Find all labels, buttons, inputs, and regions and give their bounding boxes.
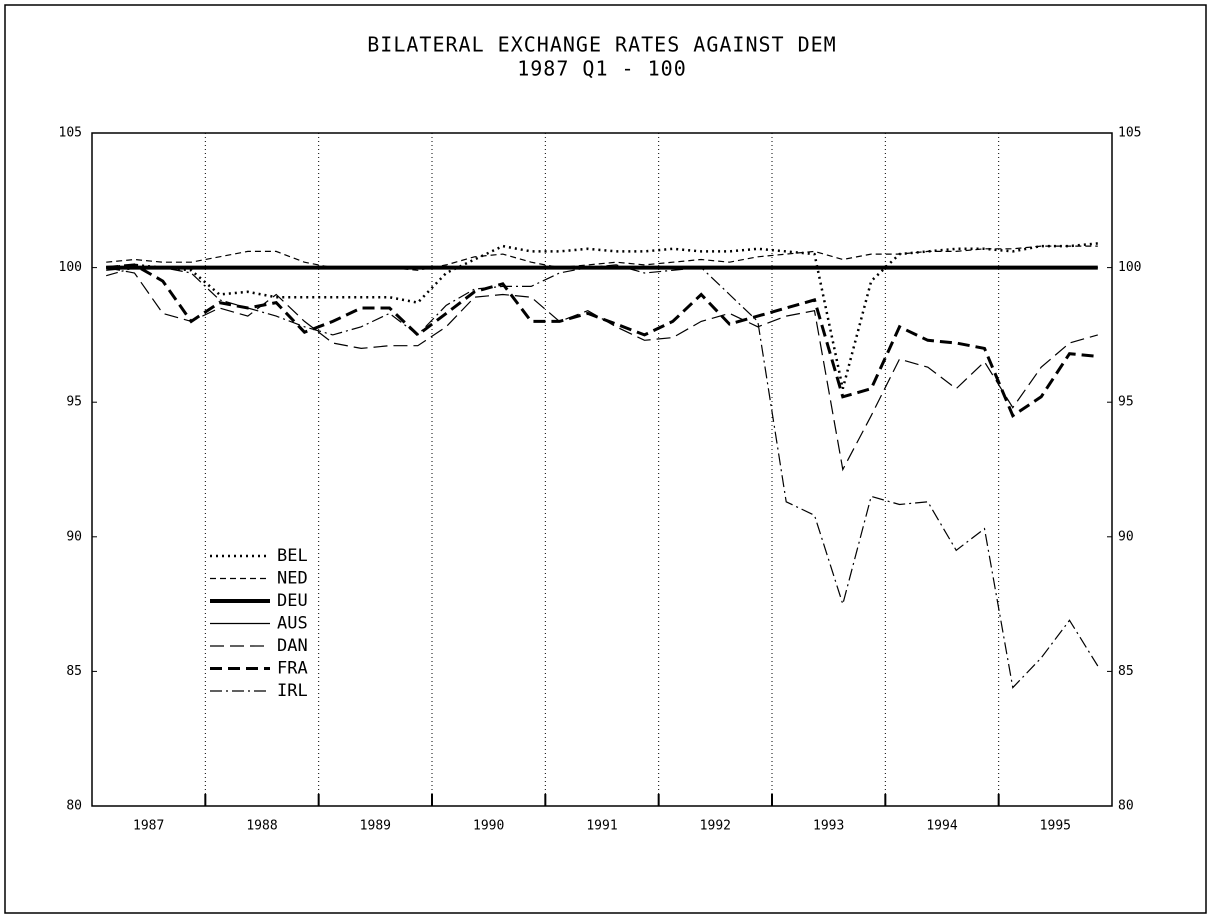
series-line: [106, 267, 1098, 472]
series-line: [106, 242, 1098, 390]
plot-area: [91, 132, 1113, 807]
y2-tick-label: 80: [1118, 799, 1134, 814]
legend-label: DEU: [277, 591, 308, 611]
y-tick-label: 105: [59, 126, 82, 141]
x-tick-label: 1988: [246, 819, 277, 834]
chart-subtitle: 1987 Q1 - 100: [517, 57, 687, 81]
x-tick-label: 1992: [700, 819, 731, 834]
y-tick-label: 90: [66, 529, 82, 544]
x-tick-label: 1989: [360, 819, 391, 834]
series-line: [106, 263, 1098, 418]
legend-label: IRL: [277, 681, 308, 701]
y-tick-label: 85: [66, 664, 82, 679]
series-line: [106, 264, 1099, 689]
y2-tick-label: 100: [1118, 260, 1141, 275]
legend-label: BEL: [277, 546, 308, 566]
y-tick-label: 80: [66, 799, 82, 814]
x-tick-label: 1994: [926, 819, 957, 834]
y-tick-label: 95: [66, 395, 82, 410]
y2-tick-label: 105: [1118, 126, 1141, 141]
legend-label: AUS: [277, 614, 308, 634]
y-tick-label: 100: [59, 260, 82, 275]
chart-title: BILATERAL EXCHANGE RATES AGAINST DEM: [367, 33, 836, 57]
y2-tick-label: 95: [1118, 395, 1134, 410]
x-tick-label: 1990: [473, 819, 504, 834]
x-tick-label: 1995: [1040, 819, 1071, 834]
legend-label: DAN: [277, 636, 308, 656]
frame: [4, 4, 1207, 914]
x-tick-label: 1987: [133, 819, 164, 834]
y2-tick-label: 90: [1118, 529, 1134, 544]
series-line: [106, 267, 1098, 271]
legend-label: NED: [277, 569, 308, 589]
x-tick-label: 1993: [813, 819, 844, 834]
x-tick-label: 1991: [586, 819, 617, 834]
legend-label: FRA: [277, 659, 308, 679]
y2-tick-label: 85: [1118, 664, 1134, 679]
series-line: [106, 245, 1098, 271]
